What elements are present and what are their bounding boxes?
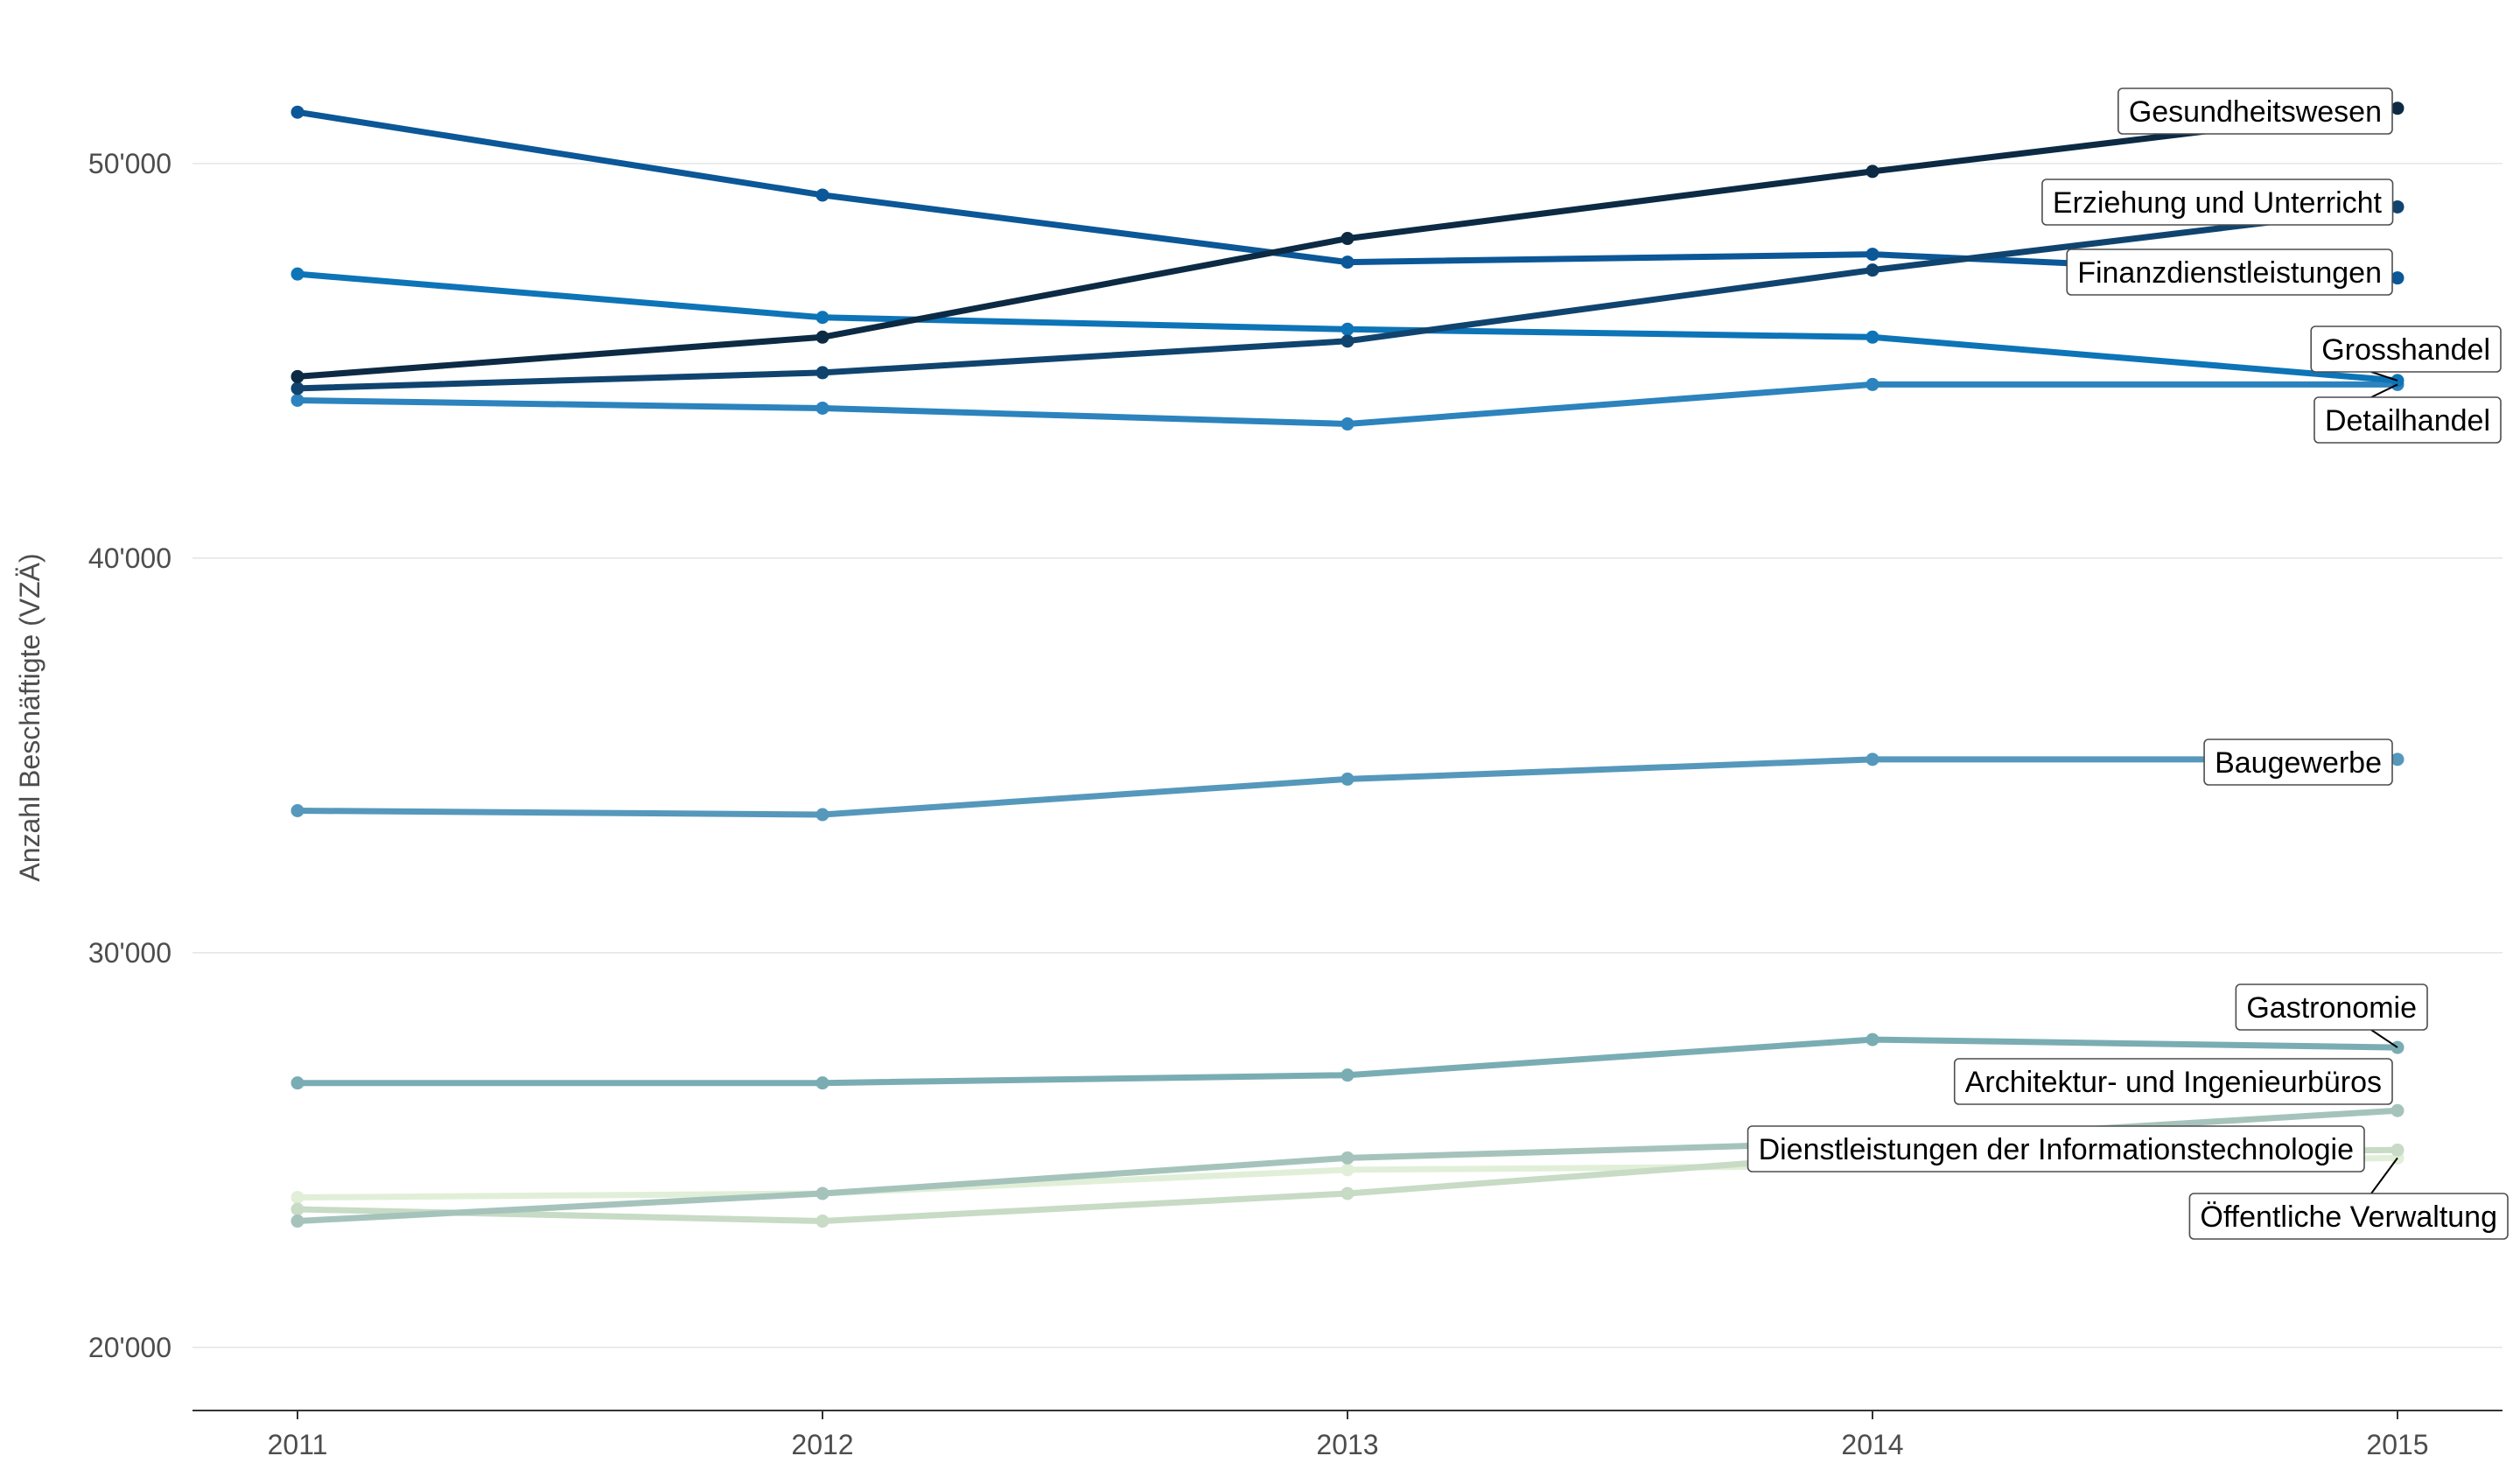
label-leader-line: [2370, 1157, 2398, 1194]
data-point: [816, 1214, 830, 1228]
series-label-box: [1746, 1125, 2365, 1172]
data-point: [1866, 164, 1880, 178]
data-point: [1340, 1068, 1354, 1082]
x-tick-label: 2014: [1841, 1429, 1903, 1460]
data-point: [2390, 1103, 2404, 1117]
data-point: [816, 330, 830, 344]
data-point: [1340, 334, 1354, 348]
series-label: Baugewerbe: [2203, 738, 2393, 786]
series-label-text: Finanzdienstleistungen: [2077, 256, 2382, 290]
series-label-text: Dienstleistungen der Informationstechnol…: [1759, 1133, 2354, 1166]
series-label: Architektur- und Ingenieurbüros: [1953, 1058, 2393, 1105]
y-tick-label: 50'000: [88, 148, 172, 179]
data-point: [290, 1214, 304, 1228]
x-tick-label: 2013: [1316, 1429, 1378, 1460]
series-label-text: Detailhandel: [2325, 404, 2490, 438]
label-leader-line: [2370, 383, 2398, 398]
data-point: [1340, 256, 1354, 270]
series-label-box: [2314, 396, 2502, 444]
data-point: [1866, 330, 1880, 344]
data-point: [816, 1186, 830, 1200]
x-tick-label: 2011: [268, 1429, 328, 1460]
series-labels: Gesundheitswesen Erziehung und Unterricht…: [1746, 88, 2509, 1240]
data-point: [816, 188, 830, 202]
y-tick-label: 20'000: [88, 1332, 172, 1363]
data-point: [1866, 752, 1880, 766]
data-point: [2390, 271, 2404, 285]
data-point: [290, 369, 304, 383]
data-point: [290, 267, 304, 281]
data-point: [2390, 200, 2404, 214]
series-line: [294, 756, 2401, 818]
x-axis-ticks: 2011 2012 2013 2014 2015: [268, 1410, 2429, 1460]
series-label-box: [2188, 1193, 2509, 1240]
series-label: Dienstleistungen der Informationstechnol…: [1746, 1125, 2365, 1172]
series-label: Grosshandel: [2310, 326, 2502, 382]
x-tick-label: 2015: [2366, 1429, 2428, 1460]
series-label-box: [2118, 88, 2393, 135]
y-tick-label: 40'000: [88, 542, 172, 574]
data-point: [290, 1202, 304, 1216]
data-point: [290, 1190, 304, 1204]
series-label-box: [2041, 178, 2394, 226]
y-axis-title: Anzahl Beschäftigte (VZÄ): [14, 553, 46, 881]
series-label-text: Grosshandel: [2321, 333, 2490, 367]
series-label-text: Gesundheitswesen: [2129, 95, 2382, 129]
data-point: [816, 401, 830, 415]
data-point: [1866, 377, 1880, 391]
data-point: [816, 366, 830, 380]
data-point: [1340, 772, 1354, 786]
data-point: [1866, 1032, 1880, 1046]
data-point: [1340, 322, 1354, 336]
series-label: Gastronomie: [2235, 984, 2428, 1048]
series-label-box: [1953, 1058, 2393, 1105]
data-point: [816, 311, 830, 325]
y-tick-label: 30'000: [88, 937, 172, 969]
series-label-box: [2310, 326, 2502, 373]
data-point: [1340, 1151, 1354, 1165]
data-point: [290, 393, 304, 407]
label-leader-line: [2370, 371, 2398, 382]
series-label: Erziehung und Unterricht: [2041, 178, 2394, 226]
series-label: Finanzdienstleistungen: [2066, 248, 2393, 296]
gridlines: [192, 163, 2502, 1348]
data-point: [290, 1076, 304, 1090]
series-label-box: [2066, 248, 2393, 296]
data-point: [816, 808, 830, 822]
data-point: [290, 382, 304, 396]
data-point: [1340, 1163, 1354, 1177]
series-label: Gesundheitswesen: [2118, 88, 2393, 135]
data-point: [1866, 263, 1880, 277]
series-label: Detailhandel: [2314, 383, 2502, 444]
data-point: [1866, 248, 1880, 262]
label-leader-line: [2370, 1029, 2398, 1048]
data-point: [290, 105, 304, 119]
series-label-text: Erziehung und Unterricht: [2053, 186, 2383, 220]
series-label-text: Baugewerbe: [2215, 746, 2382, 780]
data-point: [290, 803, 304, 817]
data-point: [2390, 1143, 2404, 1157]
series-label-box: [2235, 984, 2428, 1031]
data-point: [2390, 752, 2404, 766]
series-label-text: Gastronomie: [2246, 991, 2417, 1025]
data-point: [2390, 102, 2404, 116]
x-tick-label: 2012: [791, 1429, 853, 1460]
series-label: Öffentliche Verwaltung: [2188, 1157, 2509, 1240]
data-point: [816, 1076, 830, 1090]
data-point: [1340, 232, 1354, 246]
y-axis-ticks: 20'000 30'000 40'000 50'000: [88, 148, 172, 1363]
series-label-text: Architektur- und Ingenieurbüros: [1965, 1066, 2382, 1099]
data-point: [1340, 417, 1354, 431]
data-point: [1340, 1186, 1354, 1200]
series-label-text: Öffentliche Verwaltung: [2200, 1200, 2497, 1234]
series-label-box: [2203, 738, 2393, 786]
